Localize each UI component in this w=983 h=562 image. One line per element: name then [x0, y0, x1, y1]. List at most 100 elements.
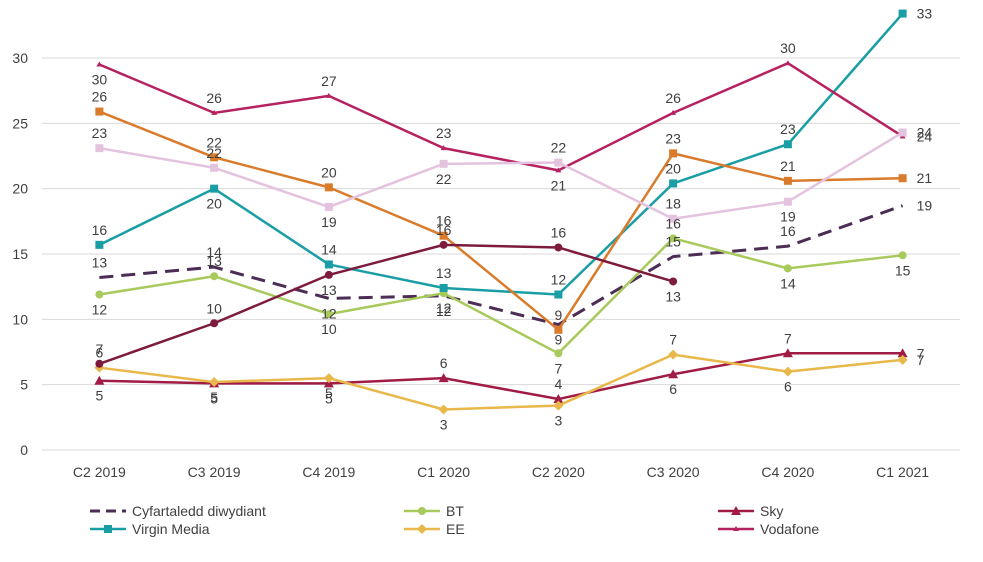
data-label-8-5: 13 [665, 288, 681, 304]
data-label-5-7: 24 [917, 128, 933, 144]
data-label-1-3: 12 [436, 300, 452, 316]
data-label-7-6: 19 [780, 209, 796, 225]
data-label-5-3: 23 [436, 125, 452, 141]
data-label-4-3: 3 [440, 416, 448, 432]
series-7-point-5 [669, 214, 678, 223]
data-label-0-3: 12 [436, 303, 452, 319]
series-6-point-1 [210, 153, 219, 162]
y-tick-30: 30 [12, 50, 28, 66]
data-label-7-0: 23 [92, 125, 108, 141]
series-5-point-5 [670, 109, 677, 115]
series-1-point-2 [324, 310, 333, 319]
x-tick-1: C3 2019 [188, 464, 241, 480]
legend-marker-2 [731, 506, 741, 515]
series-6-point-5 [669, 149, 678, 158]
series-2-point-4 [553, 394, 564, 404]
data-label-2-2: 5 [325, 390, 333, 406]
data-label-1-6: 14 [780, 275, 796, 291]
series-7-point-2 [324, 202, 333, 211]
y-tick-15: 15 [12, 246, 28, 262]
series-3-point-4 [554, 290, 563, 299]
series-1 [95, 234, 907, 358]
series-1-point-5 [669, 234, 678, 243]
legend-label-0: Cyfartaledd diwydiant [132, 503, 266, 519]
series-5-point-4 [555, 167, 562, 173]
legend-marker-4 [417, 524, 427, 534]
y-tick-25: 25 [12, 115, 28, 131]
data-label-6-1: 22 [206, 134, 222, 150]
series-6-point-7 [898, 174, 907, 183]
series-8-point-3 [439, 240, 448, 249]
data-label-7-3: 22 [436, 171, 452, 187]
series-4-point-1 [209, 377, 220, 388]
data-label-8-0: 7 [95, 341, 103, 357]
series-3 [95, 9, 907, 299]
x-tick-4: C2 2020 [532, 464, 585, 480]
series-5-point-2 [325, 92, 332, 98]
series-3-point-0 [95, 240, 104, 249]
data-label-6-4: 9 [554, 307, 562, 323]
series-2-point-6 [782, 348, 793, 358]
data-label-4-4: 3 [554, 413, 562, 429]
data-label-2-3: 6 [440, 355, 448, 371]
series-7-point-4 [554, 158, 563, 167]
data-label-3-4: 12 [551, 272, 567, 288]
legend-item-5: Vodafone [718, 521, 819, 537]
series-7-point-7 [898, 128, 907, 137]
data-label-6-5: 23 [665, 130, 681, 146]
data-label-4-2: 5 [325, 385, 333, 401]
series-5 [96, 60, 906, 173]
data-label-1-7: 15 [895, 262, 911, 278]
data-label-3-2: 14 [321, 241, 337, 257]
series-7 [95, 128, 907, 223]
series-8-point-2 [324, 270, 333, 279]
grid-lines [42, 57, 960, 451]
data-label-8-3: 16 [436, 222, 452, 238]
data-label-8-2: 13 [321, 282, 337, 298]
data-label-6-6: 21 [780, 158, 796, 174]
data-label-2-6: 7 [784, 330, 792, 346]
x-tick-2: C4 2019 [302, 464, 355, 480]
x-axis-ticks: C2 2019 C3 2019 C4 2019 C1 2020 C2 2020 C3 20… [73, 464, 929, 480]
data-label-5-0: 30 [92, 72, 108, 88]
data-label-1-0: 12 [92, 302, 108, 318]
series-5-point-1 [211, 109, 218, 115]
series-line-3 [98, 12, 904, 296]
data-label-2-7: 7 [917, 345, 925, 361]
series-1-point-7 [898, 251, 907, 260]
data-label-0-1: 14 [206, 244, 222, 260]
data-label-4-1: 5 [210, 389, 218, 405]
legend-marker-1 [418, 507, 426, 515]
data-label-7-1: 22 [206, 145, 222, 161]
series-4-point-4 [553, 400, 564, 411]
data-label-7-5: 18 [665, 196, 681, 212]
series-8-point-4 [554, 243, 563, 252]
series-2-point-5 [668, 369, 679, 379]
data-label-5-5: 26 [665, 90, 681, 106]
data-label-6-0: 26 [92, 89, 108, 105]
data-label-3-3: 13 [436, 265, 452, 281]
y-axis-ticks: 0 5 10 15 20 25 30 [12, 50, 28, 458]
series-8-point-5 [669, 277, 678, 286]
series-line-1 [99, 237, 903, 355]
series-7-point-1 [210, 163, 219, 172]
series-6-point-6 [783, 176, 792, 185]
series-4-point-5 [668, 349, 679, 360]
data-label-0-6: 16 [780, 223, 796, 239]
series-lines [94, 9, 908, 415]
data-label-2-1: 5 [210, 390, 218, 406]
series-line-8 [98, 243, 674, 365]
series-line-4 [99, 353, 903, 411]
legend-item-1: BT [404, 503, 464, 519]
series-1-point-1 [210, 272, 219, 281]
series-4-point-3 [438, 404, 449, 415]
data-label-6-7: 21 [917, 170, 933, 186]
data-label-1-1: 13 [206, 253, 222, 269]
data-label-4-0: 6 [95, 345, 103, 361]
series-line-2 [99, 352, 903, 401]
x-tick-6: C4 2020 [761, 464, 814, 480]
series-line-7 [99, 131, 904, 220]
data-label-0-0: 13 [92, 255, 108, 271]
series-4-point-6 [782, 366, 793, 377]
